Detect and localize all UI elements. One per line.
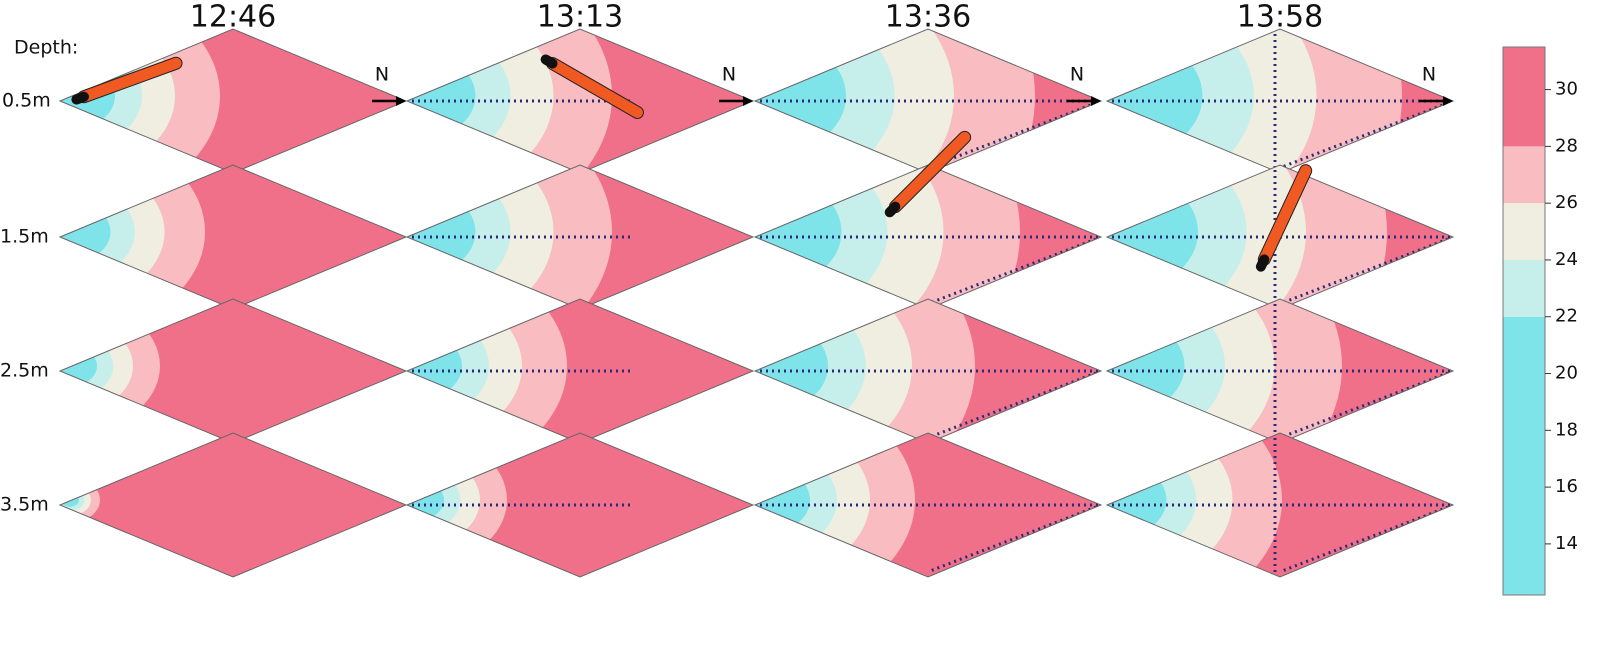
panel-outline: [1105, 432, 1455, 578]
auv-icon: [884, 130, 972, 218]
auv-icon: [540, 54, 644, 119]
auv-icon: [1255, 164, 1313, 272]
contour-region: [60, 345, 97, 387]
colorbar-tick-label: 26: [1555, 192, 1578, 213]
colorbar-tick-label: 16: [1555, 476, 1578, 497]
contour-region: [60, 484, 91, 516]
panel-fill: [60, 433, 406, 577]
auv-nose: [884, 201, 901, 218]
north-arrowhead: [1091, 96, 1101, 106]
north-label: N: [722, 64, 736, 86]
auv-nose: [71, 91, 89, 105]
colorbar-tick-label: 22: [1555, 306, 1578, 327]
colorbar-band: [1503, 316, 1545, 595]
contour-region: [61, 493, 79, 507]
colorbar-tick-label: 18: [1555, 419, 1578, 440]
colorbar-band: [1503, 259, 1545, 317]
auv-nose: [1255, 254, 1270, 272]
time-title: 13:13: [537, 0, 623, 35]
north-label: N: [1070, 64, 1084, 86]
panel-outline: [405, 298, 755, 444]
colorbar-tick-label: 20: [1555, 363, 1578, 384]
north-arrowhead: [1443, 96, 1453, 106]
depth-panel: [60, 165, 406, 309]
depth-label: 3.5m: [0, 494, 49, 516]
colorbar-band: [1503, 47, 1545, 147]
panel-outline: [405, 164, 755, 310]
depth-label: 1.5m: [0, 226, 49, 248]
auv-nose: [540, 54, 558, 69]
auv-icon: [71, 56, 183, 105]
north-arrowhead: [396, 96, 406, 106]
colorbar-band: [1503, 203, 1545, 260]
panel-outline: [753, 164, 1103, 310]
colorbar-tick-label: 14: [1555, 533, 1578, 554]
contour-region: [407, 479, 444, 521]
panel-outline: [753, 432, 1103, 578]
colorbar-tick-label: 28: [1555, 135, 1578, 156]
colorbar-tick-label: 24: [1555, 249, 1578, 270]
north-arrowhead: [743, 96, 753, 106]
depth-label: 2.5m: [0, 360, 49, 382]
panel-outline: [753, 298, 1103, 444]
depth-panel: [60, 433, 406, 577]
time-title: 12:46: [190, 0, 276, 35]
panel-outline: [1105, 164, 1455, 310]
north-label: N: [1422, 64, 1436, 86]
depth-label: 0.5m: [2, 90, 51, 112]
colorbar-frame: [1502, 46, 1546, 596]
depth-heading: Depth:: [14, 37, 78, 59]
time-title: 13:36: [885, 0, 971, 35]
panel-outline: [405, 432, 755, 578]
colorbar-tick-label: 30: [1555, 79, 1578, 100]
colorbar-band: [1503, 146, 1545, 204]
panel-outline: [1105, 298, 1455, 444]
time-title: 13:58: [1237, 0, 1323, 35]
north-label: N: [375, 64, 389, 86]
contour-region: [60, 489, 85, 511]
